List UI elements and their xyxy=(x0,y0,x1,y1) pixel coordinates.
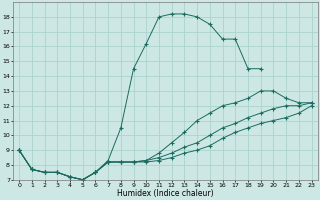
X-axis label: Humidex (Indice chaleur): Humidex (Indice chaleur) xyxy=(117,189,214,198)
